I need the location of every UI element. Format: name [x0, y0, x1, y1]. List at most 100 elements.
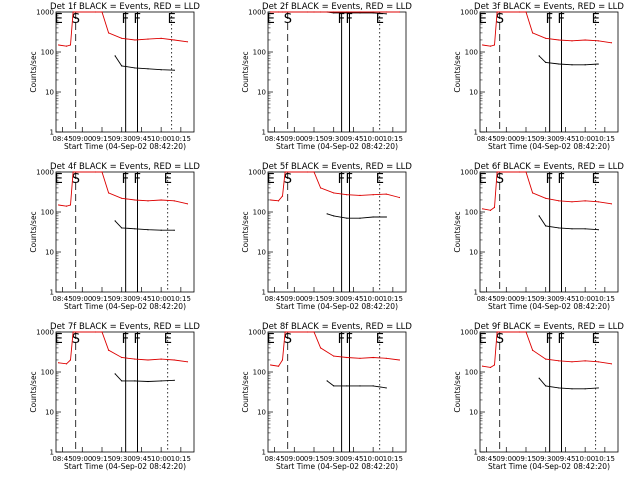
x-axis-label: Start Time (04-Sep-02 08:42:20) [64, 142, 186, 151]
x-tick-label: 09:30 [536, 135, 556, 143]
series-line-events [114, 373, 175, 382]
marker-label: F [345, 12, 352, 27]
data-point-lld [333, 11, 335, 13]
data-point-lld [597, 201, 599, 203]
x-tick-label: 09:15 [516, 455, 536, 463]
data-point-events [147, 68, 149, 70]
x-tick-label: 09:45 [555, 135, 575, 143]
x-tick-label: 09:15 [92, 455, 112, 463]
data-point-lld [584, 360, 586, 362]
y-tick-label: 1000 [460, 169, 478, 177]
x-axis-label: Start Time (04-Sep-02 08:42:20) [276, 142, 398, 151]
x-tick-label: 09:00 [284, 455, 304, 463]
marker-label: F [557, 172, 564, 187]
x-tick-label: 08:45 [52, 295, 72, 303]
data-point-lld [518, 171, 521, 173]
y-tick-label: 100 [41, 209, 54, 217]
marker-label: S [284, 12, 292, 27]
data-point-lld [558, 360, 560, 362]
data-point-lld [531, 192, 534, 194]
chart-title: Det 8f BLACK = Events, RED = LLD [262, 322, 412, 332]
marker-label: F [122, 172, 129, 187]
data-point-events [121, 380, 123, 382]
data-point-events [584, 64, 586, 66]
data-point-lld [313, 331, 315, 333]
data-point-lld [101, 331, 103, 333]
data-point-events [571, 388, 573, 390]
marker-label: F [133, 332, 140, 347]
x-tick-label: 09:15 [516, 135, 536, 143]
y-axis-label: Counts/sec [241, 371, 250, 412]
data-point-lld [173, 200, 175, 202]
data-point-lld [482, 44, 484, 46]
marker-label: F [546, 12, 553, 27]
marker-label: E [479, 172, 487, 187]
marker-label: E [164, 332, 172, 347]
data-point-lld [385, 357, 387, 359]
data-point-lld [531, 32, 534, 34]
marker-label: F [338, 172, 345, 187]
plot-frame [479, 331, 619, 453]
data-point-lld [346, 11, 348, 13]
y-tick-label: 1000 [36, 9, 54, 17]
marker-label: F [345, 172, 352, 187]
x-tick-label: 09:30 [536, 455, 556, 463]
data-point-lld [65, 45, 68, 47]
marker-label: S [496, 332, 504, 347]
y-tick-label: 1 [474, 449, 478, 457]
data-point-lld [160, 358, 162, 360]
y-tick-label: 10 [257, 249, 266, 257]
data-point-lld [571, 361, 573, 363]
data-point-lld [525, 331, 527, 333]
data-point-lld [72, 331, 74, 333]
data-point-lld [277, 11, 280, 13]
marker-label: E [592, 172, 600, 187]
data-point-lld [319, 347, 322, 349]
data-point-events [584, 228, 586, 230]
y-tick-label: 10 [45, 89, 54, 97]
x-tick-label: 09:30 [536, 295, 556, 303]
y-tick-label: 1 [50, 449, 54, 457]
data-point-lld [281, 11, 284, 13]
marker-label: F [133, 172, 140, 187]
x-tick-label: 10:00 [151, 455, 171, 463]
data-point-lld [346, 194, 348, 196]
data-point-events [545, 225, 547, 227]
x-tick-label: 09:00 [72, 455, 92, 463]
x-tick-label: 09:45 [343, 135, 363, 143]
data-point-lld [281, 359, 284, 361]
data-point-lld [597, 361, 599, 363]
marker-label: E [267, 12, 275, 27]
x-tick-label: 09:45 [131, 295, 151, 303]
plot-frame [55, 171, 195, 293]
data-point-lld [58, 44, 60, 46]
chart-title: Det 6f BLACK = Events, RED = LLD [474, 162, 624, 172]
data-point-lld [545, 358, 547, 360]
x-tick-label: 10:15 [383, 135, 403, 143]
data-point-lld [306, 11, 309, 13]
data-point-events [114, 220, 116, 222]
data-point-lld [281, 195, 284, 197]
data-point-lld [277, 200, 280, 202]
data-point-lld [147, 359, 149, 361]
data-point-events [538, 55, 540, 57]
data-point-events [346, 12, 348, 14]
x-axis-label: Start Time (04-Sep-02 08:42:20) [64, 302, 186, 311]
data-point-lld [359, 11, 361, 13]
x-tick-label: 09:00 [284, 135, 304, 143]
y-tick-label: 100 [41, 49, 54, 57]
data-point-lld [284, 171, 286, 173]
y-tick-label: 100 [41, 369, 54, 377]
x-tick-label: 10:00 [151, 295, 171, 303]
x-tick-label: 09:15 [304, 455, 324, 463]
x-tick-label: 08:45 [476, 135, 496, 143]
data-point-lld [121, 197, 123, 199]
data-point-lld [525, 171, 527, 173]
data-point-lld [101, 171, 103, 173]
data-point-lld [134, 39, 136, 41]
chart-panel-5: Det 5f BLACK = Events, RED = LLD 1 10 100 10… [241, 162, 412, 311]
x-tick-label: 09:00 [496, 295, 516, 303]
data-point-lld [277, 365, 280, 367]
x-tick-label: 10:15 [171, 295, 191, 303]
x-tick-label: 09:15 [304, 295, 324, 303]
